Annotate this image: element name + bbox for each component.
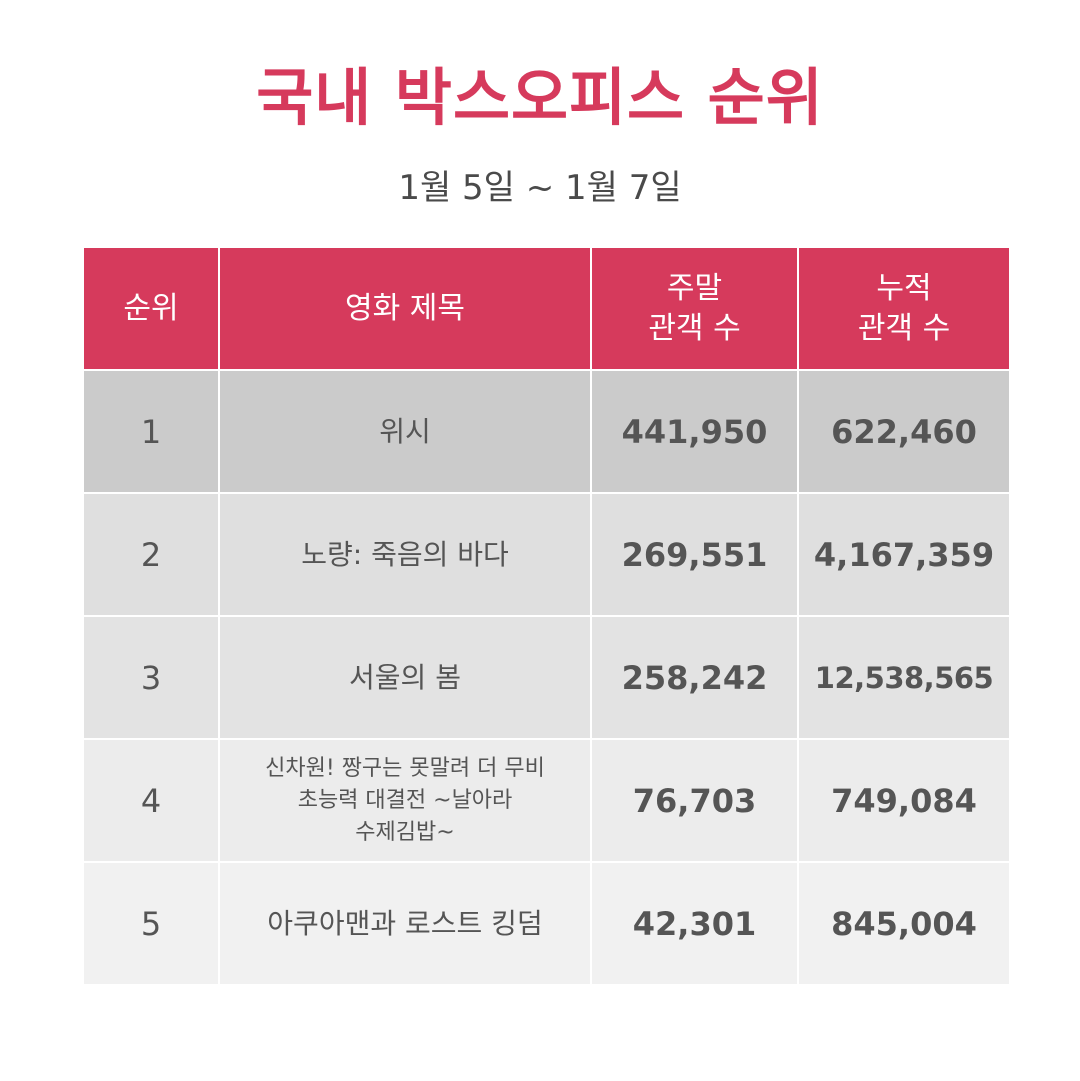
header-total-line1: 누적 xyxy=(876,270,932,306)
weekend-audience-cell: 76,703 xyxy=(590,739,798,863)
movie-title-cell: 신차원! 짱구는 못말려 더 무비 초능력 대결전 ~날아라 수제김밥~ xyxy=(218,739,591,863)
table-row: 5 아쿠아맨과 로스트 킹덤 42,301 845,004 xyxy=(84,862,1009,986)
header-weekend-line2: 관객 수 xyxy=(648,310,741,346)
weekend-audience-cell: 258,242 xyxy=(590,616,798,740)
rank-cell: 2 xyxy=(84,493,219,617)
box-office-table: 순위 영화 제목 주말 관객 수 누적 관객 수 1 위시 441,950 62… xyxy=(84,248,1009,986)
weekend-audience-cell: 42,301 xyxy=(590,862,798,986)
table-row: 2 노량: 죽음의 바다 269,551 4,167,359 xyxy=(84,493,1009,617)
rank-cell: 4 xyxy=(84,739,219,863)
table-row: 1 위시 441,950 622,460 xyxy=(84,370,1009,494)
rank-cell: 5 xyxy=(84,862,219,986)
movie-title-cell: 아쿠아맨과 로스트 킹덤 xyxy=(218,862,591,986)
weekend-audience-cell: 441,950 xyxy=(590,370,798,494)
total-audience-cell: 845,004 xyxy=(797,862,1009,986)
header-weekend-line1: 주말 xyxy=(666,270,723,306)
movie-title-line2: 초능력 대결전 ~날아라 xyxy=(297,787,513,813)
total-audience-cell: 749,084 xyxy=(797,739,1009,863)
total-audience-cell: 12,538,565 xyxy=(797,616,1009,740)
total-audience-cell: 622,460 xyxy=(797,370,1009,494)
header-total-line2: 관객 수 xyxy=(857,310,951,346)
movie-title-cell: 서울의 봄 xyxy=(218,616,591,740)
rank-cell: 3 xyxy=(84,616,219,740)
header-total-audience: 누적 관객 수 xyxy=(797,248,1009,371)
date-range: 1월 5일 ~ 1월 7일 xyxy=(398,168,682,208)
movie-title-cell: 위시 xyxy=(218,370,591,494)
table-row: 3 서울의 봄 258,242 12,538,565 xyxy=(84,616,1009,740)
table-row: 4 신차원! 짱구는 못말려 더 무비 초능력 대결전 ~날아라 수제김밥~ 7… xyxy=(84,739,1009,863)
total-audience-cell: 4,167,359 xyxy=(797,493,1009,617)
rank-cell: 1 xyxy=(84,370,219,494)
header-title: 영화 제목 xyxy=(218,248,591,371)
movie-title-line3: 수제김밥~ xyxy=(355,819,455,845)
movie-title-line1: 신차원! 짱구는 못말려 더 무비 xyxy=(265,755,545,781)
header-rank: 순위 xyxy=(84,248,219,371)
page-title: 국내 박스오피스 순위 xyxy=(256,61,824,134)
weekend-audience-cell: 269,551 xyxy=(590,493,798,617)
header-weekend-audience: 주말 관객 수 xyxy=(590,248,798,371)
table-header-row: 순위 영화 제목 주말 관객 수 누적 관객 수 xyxy=(84,248,1009,371)
movie-title-cell: 노량: 죽음의 바다 xyxy=(218,493,591,617)
